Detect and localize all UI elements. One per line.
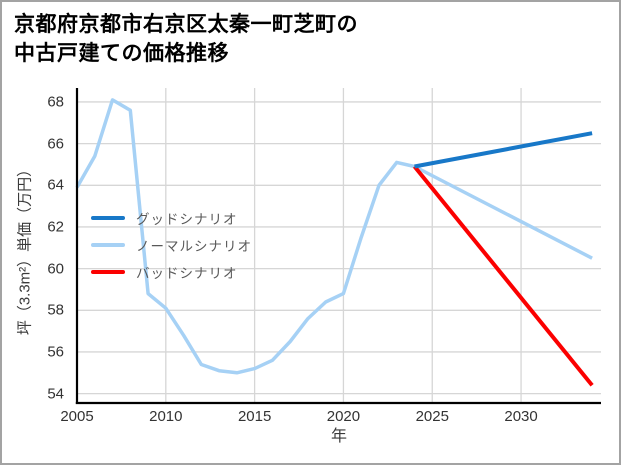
series-line-bad-scenario [412,165,594,387]
y-tick-label: 58 [47,301,64,319]
chart-title: 京都府京都市右京区太秦一町芝町の 中古戸建ての価格推移 [14,10,358,68]
y-tick-label: 66 [47,135,64,153]
x-tick-label: 2025 [415,408,449,425]
x-tick-label: 2030 [504,408,538,425]
series-line-normal-scenario [75,98,593,375]
y-axis-label: 坪（3.3m²）単価（万円） [16,161,34,336]
y-tick-label: 56 [47,343,64,361]
legend-label-bad-scenario: バッドシナリオ [136,265,238,281]
legend-label-good-scenario: グッドシナリオ [136,211,238,227]
x-tick-label: 2010 [149,408,183,425]
x-tick-label: 2020 [326,408,361,425]
bad-scenario-line-swatch [91,269,125,274]
legend-item-normal-scenario: ノーマルシナリオ [91,231,252,258]
legend-label-normal-scenario: ノーマルシナリオ [136,238,252,254]
legend-item-bad-scenario: バッドシナリオ [91,258,252,285]
x-tick-label: 2015 [237,408,272,425]
y-tick-label: 64 [47,176,64,194]
x-axis-label: 年 [330,428,347,445]
x-tick-label: 2005 [60,408,94,425]
chart-title-line2: 中古戸建ての価格推移 [14,42,229,65]
good-scenario-line-swatch [91,215,125,220]
normal-scenario-line-swatch [91,242,125,247]
chart-title-line1: 京都府京都市右京区太秦一町芝町の [14,13,358,36]
series-line-good-scenario [414,131,593,169]
legend-item-good-scenario: グッドシナリオ [91,204,252,231]
y-tick-label: 54 [47,385,64,403]
y-tick-label: 68 [47,93,64,111]
legend: グッドシナリオ ノーマルシナリオ バッドシナリオ [91,204,252,285]
y-tick-label: 60 [47,260,64,278]
y-tick-label: 62 [47,218,64,236]
